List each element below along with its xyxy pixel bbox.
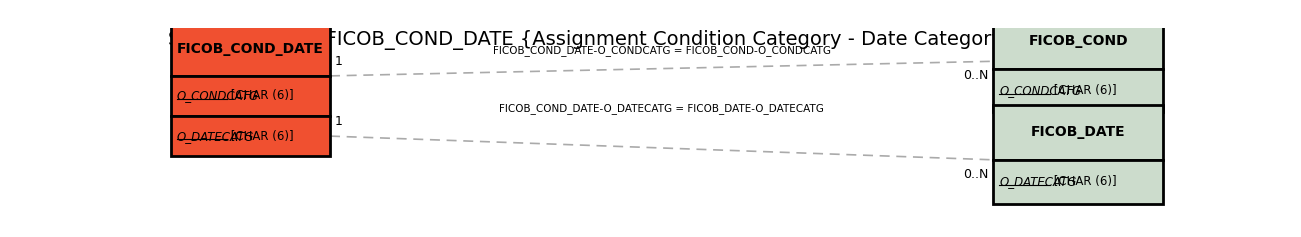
Text: [CHAR (6)]: [CHAR (6)]	[228, 89, 294, 102]
Text: O_DATECATG: O_DATECATG	[177, 130, 254, 143]
Text: O_CONDCATG: O_CONDCATG	[999, 84, 1081, 97]
Text: [CHAR (6)]: [CHAR (6)]	[228, 130, 294, 143]
Text: FICOB_COND_DATE: FICOB_COND_DATE	[177, 41, 324, 55]
Text: 1: 1	[336, 115, 343, 128]
FancyBboxPatch shape	[170, 76, 330, 116]
Text: [CHAR (6)]: [CHAR (6)]	[1050, 175, 1116, 188]
Text: [CHAR (6)]: [CHAR (6)]	[1050, 84, 1116, 97]
FancyBboxPatch shape	[994, 14, 1163, 68]
Text: FICOB_DATE: FICOB_DATE	[1030, 125, 1125, 139]
Text: FICOB_COND: FICOB_COND	[1028, 34, 1128, 48]
Text: FICOB_COND_DATE-O_DATECATG = FICOB_DATE-O_DATECATG: FICOB_COND_DATE-O_DATECATG = FICOB_DATE-…	[500, 103, 824, 114]
Text: FICOB_COND_DATE-O_CONDCATG = FICOB_COND-O_CONDCATG: FICOB_COND_DATE-O_CONDCATG = FICOB_COND-…	[493, 45, 831, 56]
FancyBboxPatch shape	[994, 68, 1163, 112]
Text: 1: 1	[336, 55, 343, 68]
FancyBboxPatch shape	[994, 160, 1163, 204]
Text: O_CONDCATG: O_CONDCATG	[177, 89, 259, 102]
Text: O_DATECATG: O_DATECATG	[999, 175, 1077, 188]
Text: 0..N: 0..N	[963, 69, 989, 82]
FancyBboxPatch shape	[170, 116, 330, 156]
Text: 0..N: 0..N	[963, 168, 989, 181]
Text: SAP ABAP table FICOB_COND_DATE {Assignment Condition Category - Date Category}: SAP ABAP table FICOB_COND_DATE {Assignme…	[168, 30, 1015, 50]
FancyBboxPatch shape	[170, 21, 330, 76]
FancyBboxPatch shape	[994, 105, 1163, 160]
